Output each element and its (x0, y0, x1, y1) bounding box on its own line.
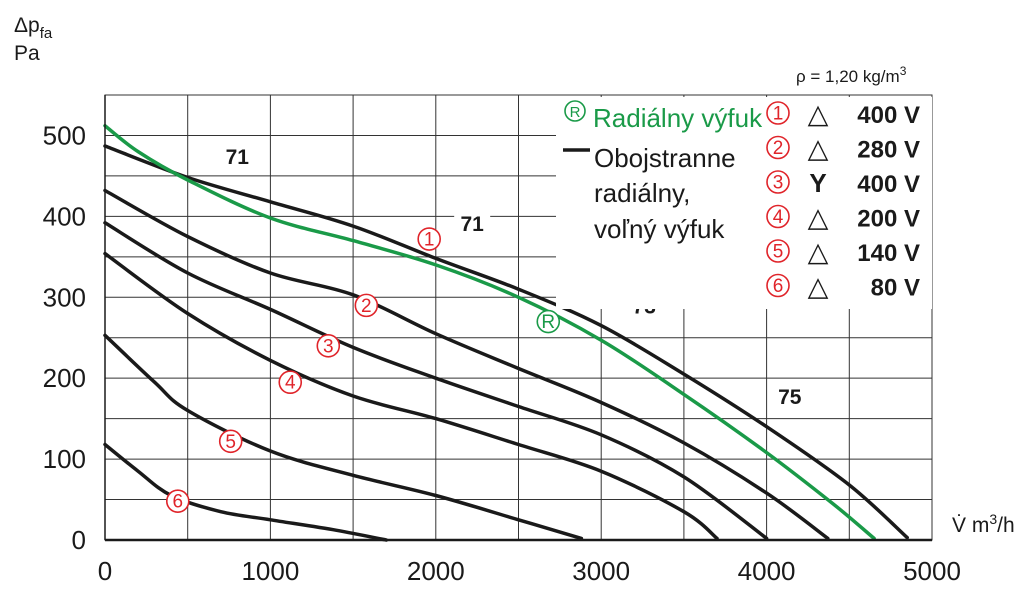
legend-radial-symbol: R (564, 100, 586, 122)
y-tick-label-1: 100 (43, 444, 86, 474)
legend-voltage-conn-6: △ (808, 272, 829, 302)
legend-voltage-circle-2 (766, 135, 790, 160)
series-marker-circle-1 (417, 227, 441, 251)
efficiency-label-bg-0 (219, 142, 256, 171)
series-line-5 (103, 333, 584, 541)
series-marker-5: 5 (225, 432, 236, 453)
curve-markers: R 1 2 3 4 5 6 (165, 227, 561, 513)
legend-voltage-label-3: 400 V (857, 171, 920, 198)
density-note-main: ρ = 1,20 kg/m (796, 67, 900, 86)
legend-voltages: 1 △ 400 V 2 △ 280 V 3 Y 400 V 4 △ 200 V 5 △ 140 V 6 △ 80 … (766, 99, 920, 302)
series-marker-2: 2 (361, 296, 372, 317)
legend-voltage-conn-3: Y (809, 168, 826, 198)
grid (104, 94, 933, 541)
curves (103, 123, 909, 542)
legend-voltage-symbol-6: 6 (773, 276, 784, 297)
legend-voltage-circle-4 (766, 204, 790, 229)
x-axis-label-sup: 3 (989, 511, 997, 527)
legend-voltage-conn-5: △ (808, 237, 829, 267)
legend-voltage-symbol-4: 4 (773, 207, 784, 228)
series-marker-circle-6 (165, 489, 190, 513)
series-line-4 (103, 251, 719, 541)
efficiency-label-1: 71 (461, 213, 485, 236)
efficiency-label-0: 71 (226, 146, 250, 169)
series-marker-4: 4 (285, 373, 296, 394)
series-marker-circle-R (536, 309, 561, 334)
legend-voltage-label-4: 200 V (857, 206, 920, 233)
legend-radial-symbol-text: R (570, 104, 581, 121)
legend-voltage-conn-1: △ (808, 99, 829, 129)
x-tick-label-4: 4000 (738, 556, 796, 586)
legend-voltage-label-6: 80 V (871, 275, 920, 302)
x-axis-label-main: V̇ m (952, 514, 989, 537)
legend-voltage-label-2: 280 V (857, 137, 920, 164)
series-line-2 (103, 188, 830, 541)
series-line-1 (103, 144, 909, 540)
x-tick-label-1: 1000 (241, 556, 299, 586)
legend-voltage-conn-4: △ (808, 203, 829, 233)
series-line-6 (103, 442, 388, 542)
legend-voltage-symbol-2: 2 (773, 138, 784, 159)
series-marker-circle-5 (218, 429, 243, 454)
series-line-3 (103, 221, 769, 541)
legend-radial-label: Radiálny výfuk (593, 103, 763, 133)
legend-voltage-symbol-5: 5 (773, 242, 784, 263)
legend-voltage-label-5: 140 V (857, 240, 920, 267)
x-tick-label-2: 2000 (407, 556, 465, 586)
efficiency-label-3: 75 (778, 386, 802, 409)
legend-voltage-circle-1 (766, 101, 790, 125)
legend-voltage-conn-2: △ (808, 134, 829, 164)
efficiency-label-bg-1 (454, 209, 491, 238)
y-axis-unit: Pa (14, 42, 40, 65)
series-marker-circle-2 (354, 293, 379, 318)
x-tick-label-0: 0 (98, 556, 112, 586)
legend-voltage-label-1: 400 V (857, 102, 920, 129)
y-axis-symbol: Δp (14, 14, 40, 37)
y-axis-label: Δpfa (14, 14, 53, 42)
y-tick-label-2: 200 (43, 363, 86, 393)
x-axis-label-end: /h (997, 514, 1015, 537)
y-tick-label-3: 300 (43, 282, 86, 312)
series-marker-6: 6 (172, 492, 183, 513)
y-tick-label-5: 500 (43, 120, 86, 150)
legend-voltage-circle-6 (766, 273, 790, 298)
legend-voltage-circle-5 (766, 239, 790, 263)
legend-bg (556, 97, 932, 309)
legend-double-label-3: voľný výfuk (594, 214, 725, 244)
series-marker-circle-3 (316, 334, 341, 358)
series-marker-3: 3 (323, 336, 334, 357)
series-marker-circle-4 (278, 370, 303, 395)
legend-double-label-2: radiálny, (594, 178, 690, 208)
legend-voltage-circle-3 (766, 170, 790, 194)
series-line-R (103, 123, 876, 541)
series-marker-R: R (541, 312, 555, 333)
x-tick-label-5: 5000 (903, 556, 961, 586)
density-note-sup: 3 (900, 64, 907, 78)
axes: 0 1000 2000 3000 4000 5000 0 100 200 300 400 500 (43, 95, 961, 586)
legend-voltage-symbol-3: 3 (773, 173, 784, 194)
legend: R Radiálny výfuk Obojstranne radiálny, v… (556, 97, 932, 309)
efficiency-label-bg-3 (771, 383, 808, 412)
series-marker-1: 1 (424, 230, 435, 251)
x-tick-label-3: 3000 (572, 556, 630, 586)
legend-voltage-symbol-1: 1 (773, 104, 784, 125)
y-axis-subscript: fa (40, 25, 53, 42)
legend-double-label-1: Obojstranne (594, 143, 736, 173)
y-tick-label-4: 400 (43, 201, 86, 231)
density-note: ρ = 1,20 kg/m3 (796, 64, 907, 86)
x-axis-label: V̇ m3/h (952, 511, 1015, 537)
y-tick-label-0: 0 (72, 525, 86, 555)
